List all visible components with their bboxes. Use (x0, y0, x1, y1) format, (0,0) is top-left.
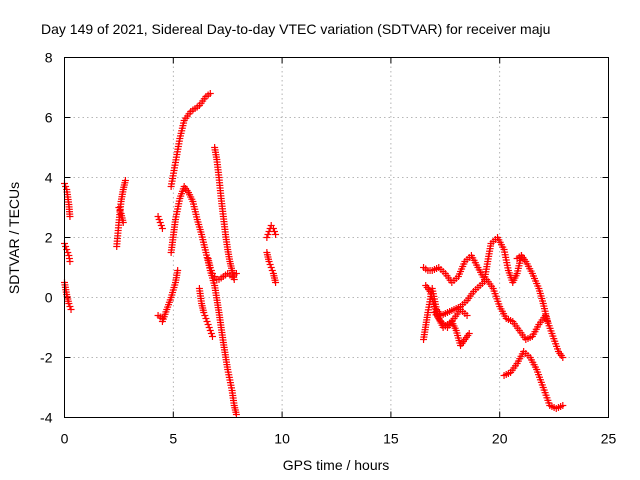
x-tick-label: 25 (601, 431, 617, 447)
x-axis-label: GPS time / hours (283, 457, 390, 473)
data-point (465, 330, 473, 337)
data-point (205, 324, 213, 331)
data-point (206, 264, 214, 271)
data-series-segment (211, 144, 238, 283)
data-point (154, 213, 162, 220)
data-point (559, 402, 567, 409)
data-series-segment (167, 90, 214, 190)
data-point (200, 309, 208, 316)
data-series-segment (115, 204, 127, 226)
data-points (61, 90, 567, 418)
x-tick-label: 0 (61, 431, 69, 447)
data-series-segment (420, 234, 525, 286)
data-point (62, 243, 70, 250)
data-point (267, 264, 275, 271)
y-tick-label: 4 (45, 170, 53, 186)
x-tick-label: 15 (383, 431, 399, 447)
data-point (206, 327, 214, 334)
data-point (119, 219, 127, 226)
data-point (263, 234, 271, 241)
data-point (272, 279, 280, 286)
data-series-segment (513, 252, 552, 325)
data-point (116, 207, 124, 214)
data-point (268, 267, 276, 274)
data-series-segment (61, 180, 74, 220)
data-point (232, 270, 240, 277)
data-series-segment (430, 306, 471, 331)
data-point (264, 231, 272, 238)
x-tick-label: 5 (169, 431, 177, 447)
data-series-segment (195, 285, 216, 340)
y-tick-label: 8 (45, 50, 53, 66)
y-tick-label: 6 (45, 110, 53, 126)
data-point (463, 312, 471, 319)
data-point (67, 306, 75, 313)
data-point (64, 249, 72, 256)
plot-frame (64, 57, 609, 418)
data-point (62, 183, 70, 190)
data-point (203, 318, 211, 325)
data-point (544, 318, 552, 325)
data-series-segment (263, 249, 280, 286)
data-point (207, 330, 215, 337)
data-point (207, 267, 215, 274)
y-tick-label: 0 (45, 290, 53, 306)
data-series-segment (154, 213, 166, 232)
data-series-segment (61, 279, 75, 313)
data-point (156, 219, 164, 226)
data-point (174, 267, 182, 274)
x-tick-label: 20 (492, 431, 508, 447)
data-point (155, 216, 163, 223)
data-point (158, 225, 166, 232)
data-point (204, 321, 212, 328)
data-series-segment (263, 222, 280, 241)
y-axis-label: SDTVAR / TECUs (6, 182, 22, 294)
y-tick-label: -4 (40, 410, 53, 426)
data-point (66, 258, 74, 265)
data-series-segment (61, 240, 74, 265)
grid-layer (64, 57, 609, 418)
chart-title: Day 149 of 2021, Sidereal Day-to-day VTE… (41, 21, 550, 37)
x-tick-label: 10 (274, 431, 290, 447)
data-point (201, 312, 209, 319)
y-tick-label: -2 (40, 350, 53, 366)
data-series-segment (158, 267, 182, 325)
data-point (272, 231, 280, 238)
y-tick-label: 2 (45, 230, 53, 246)
data-point (66, 213, 74, 220)
data-series-segment (500, 348, 567, 412)
data-point (208, 333, 216, 340)
data-point (270, 228, 278, 235)
data-point (266, 261, 274, 268)
data-point (115, 204, 123, 211)
axis-ticks: 0 5 10 15 20 25 -4 -2 0 2 4 6 8 (40, 50, 616, 447)
data-point (65, 300, 73, 307)
data-point (265, 258, 273, 265)
data-point (202, 315, 210, 322)
data-point (121, 177, 129, 184)
data-point (269, 225, 277, 232)
data-point (206, 90, 214, 97)
data-point (559, 354, 567, 361)
data-point (230, 276, 238, 283)
data-point (66, 303, 74, 310)
data-point (157, 222, 165, 229)
data-point (232, 411, 240, 418)
